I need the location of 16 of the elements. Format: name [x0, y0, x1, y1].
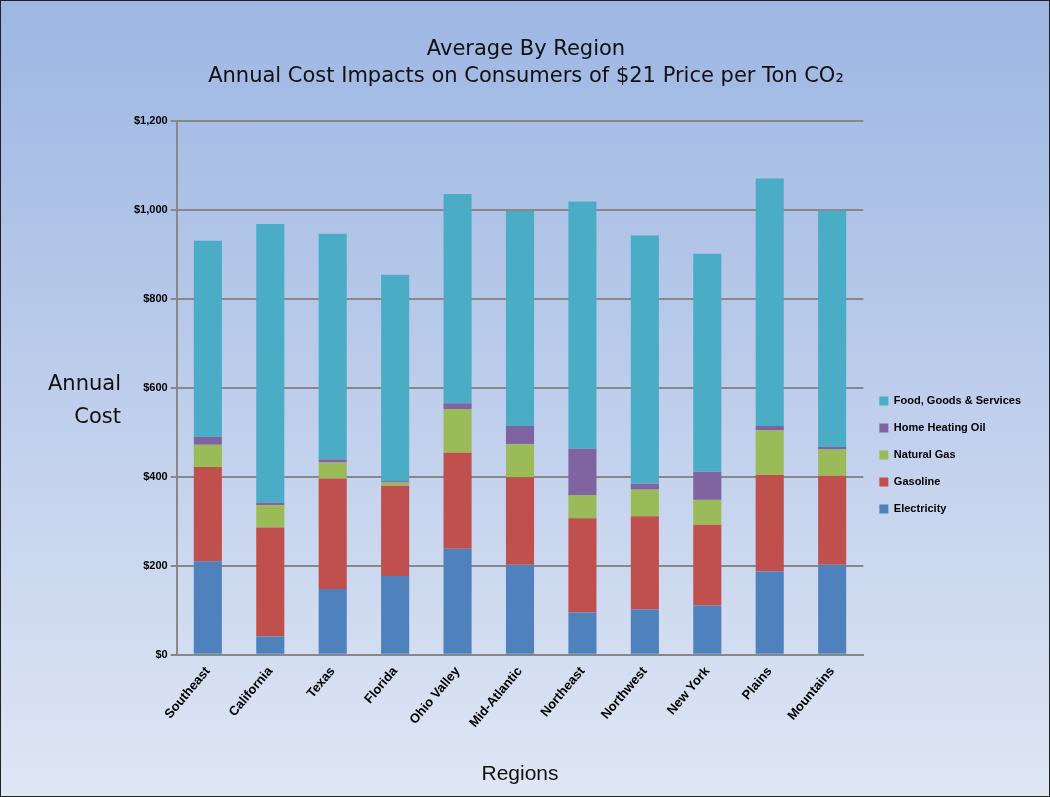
chart-title: Average By Region: [425, 35, 627, 62]
x-axis-title: Regions: [481, 761, 559, 785]
legend-label: Natural Gas: [893, 448, 956, 461]
y-tick-label: $200: [143, 558, 168, 571]
legend-label: Food, Goods & Services: [893, 394, 1021, 407]
y-tick-label: $0: [155, 647, 168, 660]
chart-subtitle: Annual Cost Impacts on Consumers of $21 Price per Ton CO₂: [207, 62, 845, 89]
y-axis-title: Annual Cost: [47, 370, 121, 430]
y-tick-label: $800: [143, 291, 168, 304]
legend-label: Gasoline: [893, 475, 941, 488]
y-tick-label: $400: [143, 469, 168, 482]
y-tick-label: $1,000: [133, 202, 168, 215]
legend-label: Home Heating Oil: [893, 421, 986, 434]
y-tick-label: $600: [143, 380, 168, 393]
legend-label: Electricity: [893, 502, 948, 515]
y-tick-label: $1,200: [133, 113, 168, 126]
